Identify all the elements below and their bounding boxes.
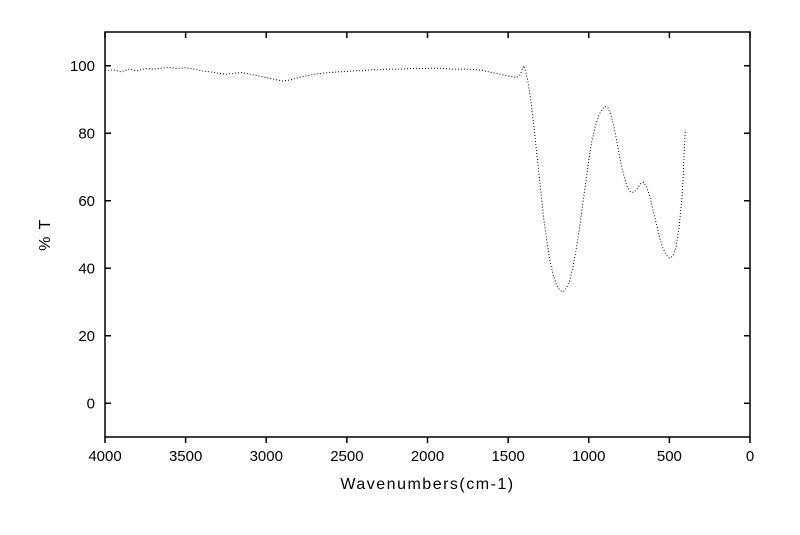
svg-text:4000: 4000 [88, 448, 121, 465]
svg-text:20: 20 [78, 328, 95, 345]
svg-text:0: 0 [746, 448, 754, 465]
y-axis-label: % T [37, 218, 54, 251]
svg-text:2500: 2500 [330, 448, 363, 465]
spectrum-chart: 4000 3500 3000 2500 2000 1500 1000 500 0 0 20 40 60… [0, 0, 800, 535]
svg-text:100: 100 [70, 58, 95, 75]
svg-text:500: 500 [657, 448, 682, 465]
svg-text:60: 60 [78, 193, 95, 210]
svg-text:1500: 1500 [491, 448, 524, 465]
plot-frame [105, 32, 750, 437]
y-ticks: 0 20 40 60 80 100 [70, 58, 750, 413]
svg-text:2000: 2000 [411, 448, 444, 465]
svg-text:80: 80 [78, 125, 95, 142]
x-ticks: 4000 3500 3000 2500 2000 1500 1000 500 0 [88, 32, 754, 465]
spectrum-line [105, 66, 686, 292]
svg-text:40: 40 [78, 260, 95, 277]
svg-text:3000: 3000 [250, 448, 283, 465]
svg-text:3500: 3500 [169, 448, 202, 465]
svg-text:0: 0 [87, 395, 95, 412]
svg-text:1000: 1000 [572, 448, 605, 465]
x-axis-label: Wavenumbers(cm-1) [340, 476, 514, 493]
